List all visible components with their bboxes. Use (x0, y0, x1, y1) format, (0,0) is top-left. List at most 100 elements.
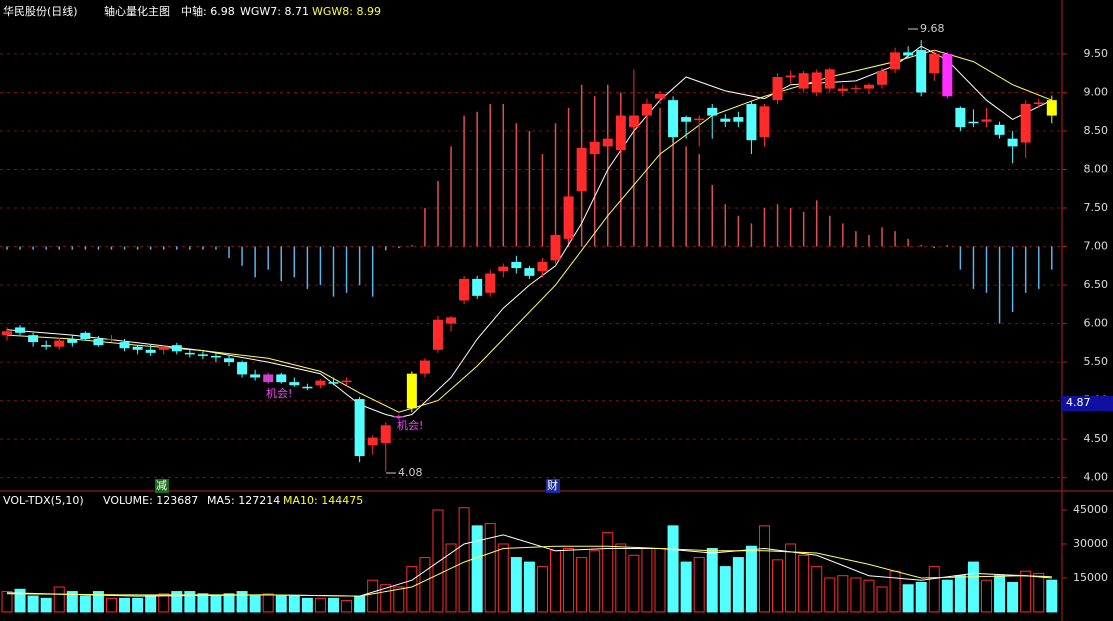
candle-body (720, 118, 731, 122)
volume-indicator: VOL-TDX(5,10) (3, 494, 84, 507)
volume-bar (328, 597, 339, 613)
candle-body (498, 266, 509, 272)
candle-body (1020, 104, 1031, 143)
candle-body (602, 138, 613, 147)
candle-body (707, 107, 718, 116)
volume-bar (811, 566, 823, 613)
volume-bar (667, 525, 679, 613)
volume-ma10: MA10: 144475 (283, 494, 363, 507)
candle-body (694, 118, 705, 121)
candle-body (655, 93, 665, 99)
candle-body (759, 106, 770, 138)
volume-bar (1046, 579, 1058, 613)
candle-body (733, 117, 744, 122)
volume-bar (262, 593, 274, 613)
volume-bar (1033, 572, 1045, 613)
indicator-value: WGW8: 8.99 (312, 5, 381, 18)
volume-bar (40, 597, 52, 613)
volume-bar (602, 532, 614, 613)
candle-body (903, 52, 914, 56)
candle-body (563, 196, 574, 239)
volume-bar (850, 577, 862, 613)
candle-body (237, 362, 248, 375)
candle-body (93, 338, 104, 346)
volume-bar (837, 575, 849, 613)
candle-body (615, 115, 626, 151)
y-tick-label: 45000 (1073, 503, 1108, 516)
candle-body (446, 317, 457, 324)
volume-bar (994, 575, 1006, 613)
candle-body (877, 70, 888, 85)
candle-body (589, 141, 600, 155)
candle-body (184, 352, 195, 355)
volume-bar (589, 550, 601, 613)
volume-bar (967, 561, 979, 613)
candle-body (80, 332, 91, 339)
ma-line (6, 49, 1052, 413)
candle-body (341, 380, 352, 383)
candle-body (328, 382, 339, 384)
candle-body (890, 52, 901, 70)
volume-bar (380, 584, 392, 613)
volume-bar (236, 591, 248, 613)
volume-bar (941, 579, 953, 613)
volume-bar (719, 566, 731, 613)
volume-bar (523, 561, 535, 613)
volume-bar (563, 548, 575, 613)
candle-body (981, 119, 992, 122)
volume-bar (1, 591, 13, 613)
volume-bar (158, 593, 170, 613)
volume-bar (197, 593, 209, 613)
volume-bar (680, 561, 692, 613)
candle-body (119, 342, 130, 349)
candle-body (550, 234, 561, 261)
event-label: 财 (547, 478, 558, 492)
cursor-price: 4.87 (1066, 396, 1091, 409)
volume-bar (354, 595, 366, 613)
event-label: 减 (156, 479, 167, 492)
volume-bar (824, 577, 836, 613)
annotation: 9.68 (920, 22, 945, 35)
candle-body (837, 88, 848, 91)
indicator-value: 中轴: 6.98 (181, 4, 235, 18)
candle-body (1046, 100, 1057, 116)
candle-body (955, 107, 966, 128)
cursor-box (1062, 396, 1113, 411)
indicator-value: WGW7: 8.71 (240, 5, 309, 18)
volume-bar (314, 597, 326, 613)
volume-bar (27, 595, 39, 613)
y-tick-label: 7.00 (1084, 240, 1109, 253)
volume-value: VOLUME: 123687 (103, 494, 198, 507)
volume-bar (706, 548, 718, 613)
volume-bar (458, 507, 470, 613)
candle-body (668, 100, 679, 138)
volume-bar (876, 586, 888, 613)
volume-bar (445, 543, 457, 613)
volume-ma5: MA5: 127214 (207, 494, 280, 507)
volume-bar (981, 579, 992, 613)
candle-body (916, 50, 927, 93)
volume-bar (367, 579, 379, 613)
candle-body (289, 382, 300, 386)
candle-body (132, 346, 143, 350)
volume-bar (510, 557, 522, 613)
candle-body (968, 121, 979, 124)
y-tick-label: 8.00 (1084, 162, 1109, 175)
volume-bar (341, 600, 353, 613)
volume-bar (301, 597, 313, 613)
candle-body (302, 386, 313, 389)
candle-body (929, 53, 940, 74)
volume-bar (393, 586, 405, 613)
volume-bar (772, 559, 784, 613)
candle-body (276, 374, 287, 383)
candle-body (145, 349, 156, 353)
volume-bar (536, 566, 548, 613)
candle-body (472, 278, 483, 296)
volume-bar (915, 581, 927, 613)
candle-body (197, 354, 208, 356)
ma-line (6, 545, 1052, 597)
candle-body (432, 319, 443, 350)
candle-body (811, 72, 822, 93)
volume-bar (928, 566, 940, 613)
candle-body (41, 345, 52, 347)
